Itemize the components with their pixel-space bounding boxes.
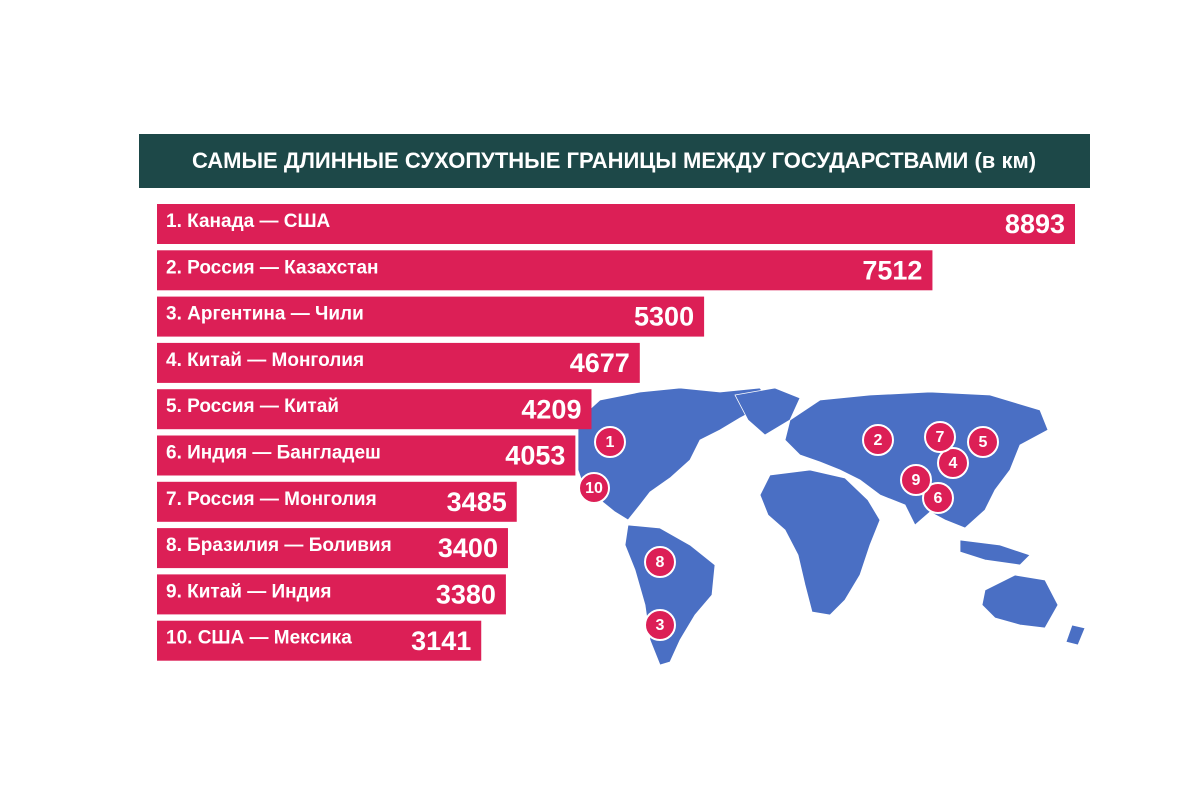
map-marker-label: 3 — [656, 617, 665, 634]
title-band — [139, 134, 1090, 188]
value-label: 8893 — [1005, 209, 1065, 239]
map-marker-label: 10 — [585, 480, 603, 497]
bar-label: 9. Китай — Индия — [166, 581, 331, 602]
continent — [759, 469, 881, 616]
bar — [157, 342, 640, 383]
value-label: 4209 — [521, 394, 581, 424]
continent — [1065, 624, 1086, 646]
map-marker — [924, 421, 956, 453]
chart-title: САМЫЕ ДЛИННЫЕ СУХОПУТНЫЕ ГРАНИЦЫ МЕЖДУ Г… — [192, 148, 1036, 173]
map-marker — [644, 546, 676, 578]
map-marker-label: 8 — [656, 554, 665, 571]
bar — [157, 620, 482, 661]
bar — [157, 296, 705, 337]
map-marker-label: 9 — [912, 472, 921, 489]
value-label: 3485 — [447, 487, 507, 517]
value-label: 5300 — [634, 302, 694, 332]
bar-label: 6. Индия — Бангладеш — [166, 443, 381, 464]
bar-label: 10. США — Мексика — [166, 628, 352, 649]
map-marker-label: 1 — [606, 434, 615, 451]
bar-label: 4. Китай — Монголия — [166, 350, 364, 371]
bar — [157, 204, 1075, 244]
value-label: 3400 — [438, 533, 498, 563]
map-marker — [594, 426, 626, 458]
bar-label: 8. Бразилия — Боливия — [166, 535, 392, 556]
value-label: 4053 — [505, 441, 565, 471]
bar — [157, 481, 517, 522]
bar-label: 3. Аргентина — Чили — [166, 304, 364, 325]
map-marker — [922, 482, 954, 514]
map-marker-label: 7 — [936, 429, 945, 446]
bar-label: 7. Россия — Монголия — [166, 489, 377, 510]
map-marker-label: 5 — [979, 434, 988, 451]
bar-label: 2. Россия — Казахстан — [166, 257, 379, 278]
continent — [784, 391, 1049, 529]
map-marker — [967, 426, 999, 458]
map-marker — [937, 447, 969, 479]
bar-label: 1. Канада — США — [166, 211, 331, 232]
bar-label: 5. Россия — Китай — [166, 396, 339, 417]
bars: 1. Канада — США 8893 2. Россия — Казахстан… — [157, 204, 1075, 661]
map-marker — [578, 472, 610, 504]
bar — [157, 528, 508, 569]
map-marker-label: 2 — [874, 432, 883, 449]
bar — [157, 574, 506, 615]
map-marker — [900, 464, 932, 496]
map-marker-label: 4 — [949, 455, 958, 472]
continent — [981, 574, 1059, 629]
continent — [577, 387, 771, 521]
bar — [157, 250, 933, 291]
map-marker — [862, 424, 894, 456]
bar — [157, 389, 592, 430]
value-label: 3380 — [436, 580, 496, 610]
continent — [624, 524, 716, 666]
bar — [157, 435, 576, 476]
value-label: 3141 — [411, 626, 471, 656]
map-marker — [644, 609, 676, 641]
map-marker-label: 6 — [934, 490, 943, 507]
continent — [959, 539, 1031, 566]
map-markers: 1 2 3 4 5 6 7 8 9 10 — [578, 421, 999, 641]
value-label: 7512 — [862, 255, 922, 285]
value-label: 4677 — [570, 348, 630, 378]
